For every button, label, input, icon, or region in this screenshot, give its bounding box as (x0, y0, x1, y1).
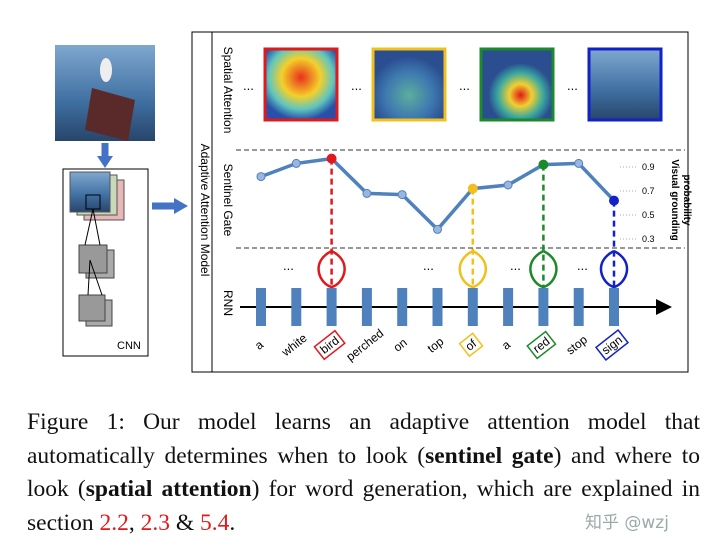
probability-point (326, 153, 337, 164)
ellipsis: ... (283, 258, 294, 273)
rnn-cell (538, 288, 549, 326)
caption-run: & (169, 509, 200, 536)
feature-map (78, 294, 106, 322)
word: bird (313, 329, 346, 361)
y-tick-label: 0.7 (642, 186, 655, 196)
word-box (458, 332, 484, 358)
ellipsis: ... (243, 78, 254, 93)
figure: CNN Adaptive Attention Model Spatial Att… (55, 31, 692, 373)
rnn-cell (467, 288, 478, 326)
ellipsis: ... (577, 258, 588, 273)
watermark: 知乎 @wzj (585, 513, 669, 533)
gate (317, 249, 346, 289)
sign-shape (85, 88, 135, 141)
caption-run: ) for word generation, which are explain… (27, 476, 700, 536)
caption-run: Figure 1: Our model learns an adaptive a… (27, 409, 700, 469)
y-tick-label: 0.9 (642, 162, 655, 172)
caption-run: 2.2 (99, 509, 129, 536)
caption-run: spatial attention (85, 476, 252, 502)
probability-point (291, 158, 301, 168)
ellipsis: ... (510, 258, 521, 273)
y-tick-label: 0.5 (642, 210, 655, 220)
rnn-cell (326, 288, 337, 326)
arrow (174, 198, 188, 214)
ellipsis: ... (423, 258, 434, 273)
rnn-cell (361, 288, 372, 326)
word-box (526, 330, 557, 360)
row-label: Spatial Attention (221, 47, 235, 134)
caption-run: 5.4 (199, 509, 230, 536)
row-label: Sentinel Gate (221, 164, 235, 237)
caption-run: ) and where to look ( (27, 442, 700, 503)
ellipsis: ... (567, 78, 578, 93)
bird-shape (100, 58, 112, 82)
ellipsis: ... (351, 78, 362, 93)
probability-point (467, 183, 478, 194)
arrow (97, 156, 113, 168)
y-tick-label: 0.3 (642, 234, 655, 244)
rnn-cell (397, 288, 408, 326)
cnn-label: CNN (117, 340, 141, 352)
model-label: Adaptive Attention Model (198, 144, 212, 277)
probability-point (574, 158, 584, 168)
attention-map (263, 47, 339, 122)
feature-map (69, 171, 111, 213)
gate (599, 249, 629, 289)
caption-run: 2.3 (140, 509, 170, 536)
rnn-cell (291, 288, 302, 326)
attention-map (479, 47, 555, 122)
rnn-cell (432, 288, 443, 326)
rnn-cell (609, 288, 619, 326)
ellipsis: ... (459, 78, 470, 93)
rnn-cell (573, 288, 584, 326)
row-label: RNN (221, 290, 235, 316)
caption-run: sentinel gate (425, 442, 554, 469)
probability-point (538, 159, 549, 170)
caption: Figure 1: Our model learns an adaptive a… (27, 406, 700, 540)
word: red (526, 330, 557, 360)
caption-run: , (128, 509, 141, 536)
word-box (594, 329, 630, 361)
probability-point (503, 180, 513, 190)
probability-point (433, 224, 442, 234)
rnn-cell (256, 288, 266, 326)
gate (529, 249, 558, 289)
probability-point (397, 190, 407, 200)
y-axis-label: probability (681, 174, 692, 226)
probability-point (609, 195, 619, 206)
attention-map (587, 47, 663, 122)
attention-map (371, 47, 447, 122)
rnn-cell (503, 288, 514, 326)
caption-run: . (229, 509, 236, 536)
connection (84, 208, 103, 296)
word-box (313, 329, 346, 361)
gate (458, 249, 487, 289)
y-axis-label: Visual grounding (669, 159, 680, 240)
probability-point (362, 188, 372, 198)
probability-point (256, 172, 266, 182)
